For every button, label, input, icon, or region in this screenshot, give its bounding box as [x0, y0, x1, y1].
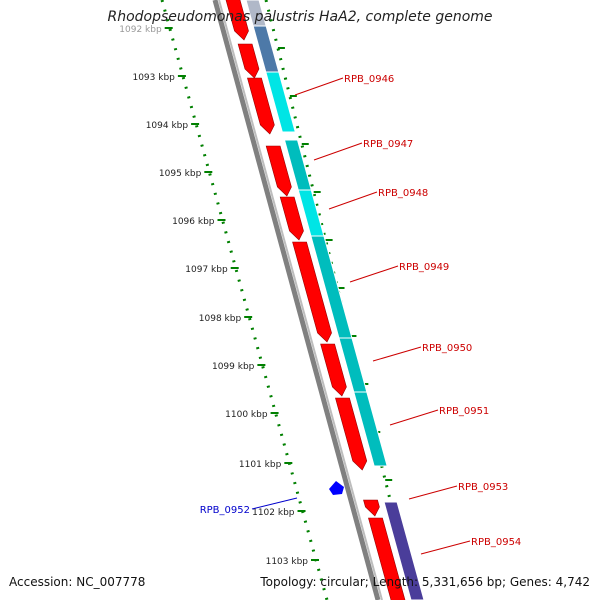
scale-tick-label: 1101 kbp [239, 460, 282, 470]
cds-arrow[interactable] [335, 397, 368, 471]
cds-arrow[interactable] [363, 499, 380, 517]
accession-label: Accession: NC_007778 [9, 575, 146, 589]
scale-tick-label: 1099 kbp [212, 362, 255, 372]
cds-track [225, 0, 406, 600]
genome-summary: Topology: circular; Length: 5,331,656 bp… [260, 575, 590, 589]
scale-tick-label: 1097 kbp [185, 265, 228, 275]
orf-track [245, 0, 425, 600]
cds-arrow[interactable] [292, 241, 332, 343]
gene-label-rpb-0950[interactable]: RPB_0950 [422, 343, 472, 354]
gene-leader-line [389, 409, 439, 426]
gene-label-rpb-0952[interactable]: RPB_0952 [200, 505, 250, 516]
rpb-0952-marker[interactable] [329, 481, 344, 495]
gene-label-rpb-0949[interactable]: RPB_0949 [399, 262, 449, 273]
scale-tick-label: 1094 kbp [146, 121, 189, 131]
inner-scale-track [160, 0, 329, 600]
scale-tick-label: 1102 kbp [252, 508, 295, 518]
scale-tick-label: 1092 kbp [119, 25, 162, 35]
gene-leader-line [328, 191, 378, 210]
scale-tick-label: 1103 kbp [266, 557, 309, 567]
scale-tick-label: 1093 kbp [132, 73, 175, 83]
scale-tick-label: 1100 kbp [225, 410, 268, 420]
orf-block[interactable] [265, 71, 296, 133]
gene-labels: RPB_0946 RPB_0947 RPB_0948 RPB_0949 RPB_0950… [200, 74, 521, 555]
kbp-scale: 1092 kbp 1093 kbp 1094 kbp 1095 kbp 1096 kbp… [119, 0, 417, 600]
scale-tick-label: 1096 kbp [172, 217, 215, 227]
gene-label-rpb-0954[interactable]: RPB_0954 [471, 537, 521, 548]
gene-label-rpb-0951[interactable]: RPB_0951 [439, 406, 489, 417]
gene-leader-line [294, 77, 344, 96]
gene-label-rpb-0946[interactable]: RPB_0946 [344, 74, 394, 85]
genome-backbone-highlight [218, 0, 383, 600]
cds-arrow[interactable] [265, 145, 292, 197]
cds-arrow[interactable] [237, 43, 260, 79]
map-title: Rhodopseudomonas palustris HaA2, complet… [107, 9, 493, 25]
gene-leader-line [420, 540, 471, 555]
cds-arrow[interactable] [225, 0, 249, 41]
genome-backbone [212, 0, 381, 600]
gene-leader-line [372, 346, 422, 362]
cds-arrow[interactable] [279, 196, 304, 241]
gene-leader-line [408, 485, 458, 500]
orf-block[interactable] [353, 391, 388, 467]
gene-leader-line [251, 497, 298, 510]
gene-label-rpb-0947[interactable]: RPB_0947 [363, 139, 413, 150]
cds-arrow[interactable] [320, 343, 347, 397]
cds-arrow[interactable] [247, 77, 275, 135]
gene-leader-line [313, 142, 363, 161]
gene-label-rpb-0953[interactable]: RPB_0953 [458, 482, 508, 493]
scale-tick-label: 1098 kbp [199, 314, 242, 324]
scale-tick-label: 1095 kbp [159, 169, 202, 179]
cds-arrow[interactable] [368, 517, 406, 600]
orf-block[interactable] [383, 501, 425, 600]
gene-leader-line [349, 265, 399, 283]
gene-label-rpb-0948[interactable]: RPB_0948 [378, 188, 428, 199]
